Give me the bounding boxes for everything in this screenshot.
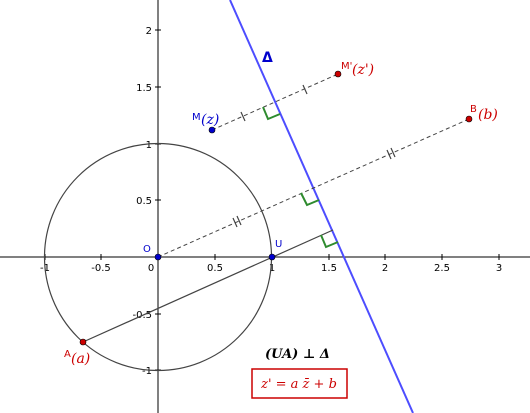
point-m: [208, 126, 216, 134]
point-u: [268, 253, 276, 261]
relation-text: (UA) ⊥ Δ: [265, 347, 330, 362]
y-tick-label: -1: [142, 366, 152, 377]
label-m: M: [192, 112, 201, 123]
x-tick-label: 2: [382, 263, 388, 274]
point-a: [79, 338, 87, 346]
segment-mm: [211, 73, 339, 131]
y-tick-label: 2: [146, 26, 152, 37]
label-u: U: [275, 239, 282, 250]
x-tick-label: 2.5: [434, 263, 450, 274]
line-ua: [82, 229, 334, 343]
formula-text: z' = a z̄ + b: [260, 377, 337, 392]
segment-ob: [157, 118, 470, 258]
x-tick-label: 0.5: [207, 263, 223, 274]
line-delta: [229, 0, 414, 413]
y-tick-label: 1.5: [136, 83, 152, 94]
label-b: B: [470, 104, 477, 115]
equal-marks: [232, 84, 396, 228]
label-m-prime-value: (z'): [352, 62, 374, 78]
axis-ticks: [44, 29, 500, 371]
label-delta: Δ: [262, 50, 273, 66]
x-tick-label: 1.5: [321, 263, 337, 274]
point-m-prime: [334, 70, 342, 78]
label-o: O: [143, 244, 151, 255]
y-tick-label: 1: [146, 140, 152, 151]
label-a: A: [64, 349, 71, 360]
x-tick-label: 1: [269, 263, 275, 274]
label-m-prime: M': [341, 61, 352, 72]
label-a-value: (a): [71, 351, 90, 367]
right-angle-markers: [262, 106, 339, 249]
point-o: [154, 253, 162, 261]
y-tick-labels: 2 1.5 1 0.5 -0.5 -1: [132, 26, 152, 377]
y-tick-label: 0.5: [136, 196, 152, 207]
label-b-value: (b): [478, 107, 498, 123]
x-tick-label: 3: [496, 263, 502, 274]
x-tick-label: -0.5: [91, 263, 111, 274]
point-b: [465, 115, 473, 123]
x-tick-label: 0: [148, 263, 154, 274]
formula-box: [251, 368, 348, 399]
label-m-value: (z): [201, 112, 219, 128]
